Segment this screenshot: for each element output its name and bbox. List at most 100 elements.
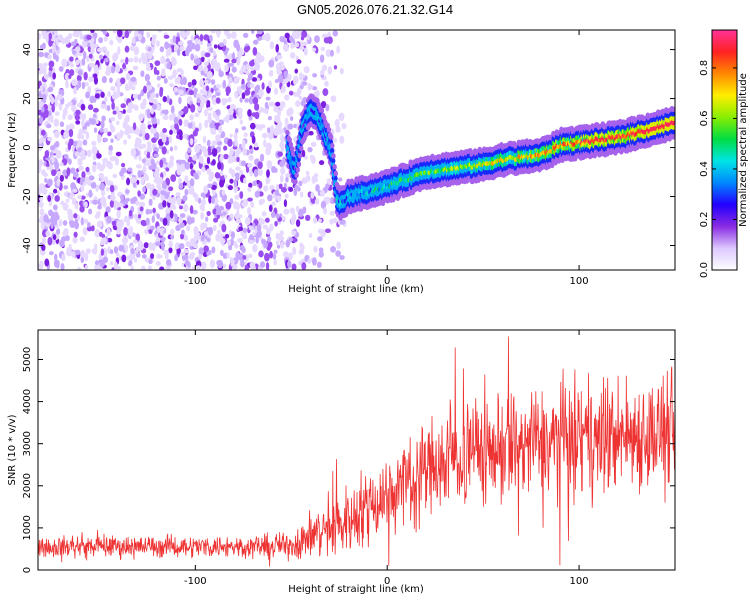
spectrogram-noise-cell [176,197,182,205]
spectrogram-noise-cell [103,252,108,257]
spectrogram-ridge-cell [672,111,675,118]
spectrogram-noise-cell [242,235,248,240]
spectrogram-noise-cell [56,94,63,100]
spectrogram-noise-cell [137,190,141,197]
spectrogram-noise-cell [210,184,217,190]
spectrogram-noise-cell [179,205,184,210]
spectrogram-noise-cell [183,133,187,138]
spectrogram-noise-cell [162,170,167,177]
spectrogram-noise-cell [53,130,60,139]
spectrogram-noise-cell [84,201,88,208]
spectrogram-noise-cell [45,73,49,81]
spectrogram-noise-cell [160,189,167,196]
spectrogram-noise-cell [144,73,150,82]
spectrogram-noise-cell [103,57,109,63]
spectrogram-noise-cell [142,98,147,107]
spectrogram-noise-cell [74,150,81,157]
spectrogram-noise-cell [134,104,139,111]
spectrogram-noise-cell [38,32,42,40]
spectrogram-noise-cell [112,173,118,179]
spectrogram-noise-cell [211,158,216,166]
spectrogram-noise-cell [151,194,156,201]
spectrogram-noise-cell [291,230,297,236]
spectrogram-noise-cell [269,69,274,74]
spectrogram-noise-cell [287,123,294,130]
spectrogram-noise-cell [85,91,91,99]
spectrogram-noise-cell [48,39,53,47]
spectrogram-noise-cell [255,51,261,60]
spectrogram-noise-cell [211,148,218,157]
spectrogram-noise-cell [52,52,57,60]
spectrogram-noise-cell [278,236,285,241]
spectrogram-noise-cell [235,166,241,171]
spectrogram-noise-cell [280,186,287,193]
spectrogram-noise-cell [139,206,144,212]
spectrogram-noise-cell [90,30,95,34]
spectrogram-noise-cell [241,246,246,253]
spectrogram-noise-cell [227,107,234,116]
spectrogram-noise-cell [49,114,54,124]
spectrogram-noise-cell [233,39,240,49]
spectrogram-noise-cell [247,197,253,202]
spectrogram-noise-cell [44,258,50,267]
spectrogram-noise-cell [191,79,197,86]
spectrogram-noise-cell [303,155,308,160]
spectrogram-noise-cell [145,182,152,190]
spectrogram-noise-cell [109,184,115,193]
spectrogram-noise-cell [82,227,88,236]
spectrogram-noise-cell [318,251,324,258]
spectrogram-noise-cell [142,85,147,94]
spectrogram-ridge-cell [330,142,335,149]
spectrogram-noise-cell [52,188,58,194]
spectrogram-noise-cell [47,236,53,246]
spectrogram-noise-cell [201,166,206,173]
x-tick-label: 0 [384,276,390,287]
spectrogram-noise-cell [330,49,334,57]
spectrogram-noise-cell [109,199,115,208]
spectrogram-noise-cell [39,44,46,50]
spectrogram-noise-cell [169,83,175,88]
snr-y-label: SNR (10 * v/v) [7,414,18,485]
spectrogram-noise-cell [230,62,234,67]
spectrogram-noise-cell [71,104,77,113]
spectrogram-ridge-cell [289,145,295,152]
spectrogram-noise-cell [225,201,232,210]
spectrogram-noise-cell [203,245,209,253]
spectrogram-noise-cell [45,230,51,237]
spectrogram-noise-cell [219,233,224,239]
spectrogram-noise-cell [138,244,142,250]
spectrogram-noise-cell [92,164,97,173]
spectrogram-noise-cell [110,125,116,133]
spectrogram-noise-cell [43,214,49,223]
spectrogram-noise-cell [310,155,316,165]
colorbar-bar [711,29,738,271]
spectrogram-noise-cell [216,30,221,38]
spectrogram-noise-cell [279,141,285,149]
spectrogram-noise-cell [226,32,232,40]
spectrogram-noise-cell [255,84,261,91]
spectrogram-noise-cell [147,265,152,270]
spectrogram-noise-cell [200,101,205,109]
spectrogram-noise-cell [90,182,97,189]
spectrogram-noise-cell [241,92,246,100]
y-tick-label: 1000 [22,515,33,540]
spectrogram-noise-cell [130,76,137,83]
spectrogram-noise-cell [116,209,121,219]
spectrogram-noise-cell [124,244,129,253]
spectrogram-noise-cell [126,221,131,227]
spectrogram-noise-cell [51,154,55,164]
spectrogram-noise-cell [211,96,218,105]
spectrogram-noise-cell [153,177,160,184]
spectrogram-noise-cell [329,218,334,225]
spectrogram-noise-cell [208,194,212,204]
spectrogram-noise-cell [63,130,70,139]
spectrogram-noise-cell [109,77,113,84]
spectrogram-noise-cell [238,50,245,56]
spectrogram-noise-cell [145,175,150,181]
spectrogram-noise-cell [113,30,117,34]
spectrogram-noise-cell [296,87,302,95]
spectrogram-noise-cell [152,207,156,214]
spectrogram-noise-cell [202,193,206,199]
spectrogram-noise-cell [111,267,115,270]
spectrogram-noise-cell [70,63,74,68]
